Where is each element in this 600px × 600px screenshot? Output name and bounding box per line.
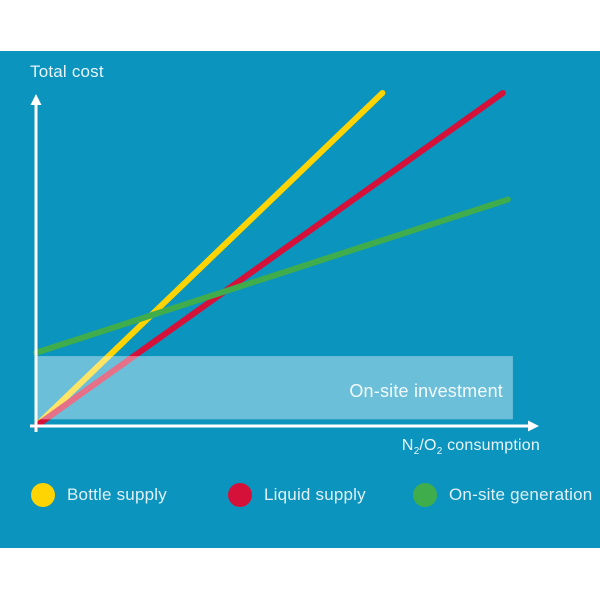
legend-item-onsite-generation: On-site generation [413,483,592,507]
investment-annotation-label: On-site investment [349,381,503,401]
y-axis-label: Total cost [30,62,104,81]
x-label-part: consumption [442,437,540,454]
series-layer [33,90,511,429]
legend-label: Liquid supply [264,485,366,504]
legend-swatch-liquid-supply [228,483,252,507]
y-axis-arrow-icon [30,94,42,105]
series-line-bottle-supply [33,90,386,429]
axes-layer [30,94,539,432]
legend-label: On-site generation [449,485,593,504]
legend-item-bottle-supply: Bottle supply [31,483,167,507]
x-label-part: N [401,437,414,454]
legend-swatch-bottle-supply [31,483,55,507]
x-label-subscript: 2 [436,446,443,458]
series-line-liquid-supply [33,90,506,429]
legend-item-liquid-supply: Liquid supply [228,483,366,507]
legend-label: Bottle supply [67,485,167,504]
x-axis-label: N2/O2 consumption [402,437,540,457]
legend-swatch-onsite-generation [413,483,437,507]
x-axis-arrow-icon [528,420,539,432]
x-label-subscript: 2 [413,446,420,458]
chart-panel: Total cost On-site investment N2/O2 cons… [0,51,600,548]
investment-rect [36,356,513,420]
x-label-part: /O [419,437,437,454]
chart-canvas [30,90,539,432]
series-line-on-site-generation [33,196,511,356]
